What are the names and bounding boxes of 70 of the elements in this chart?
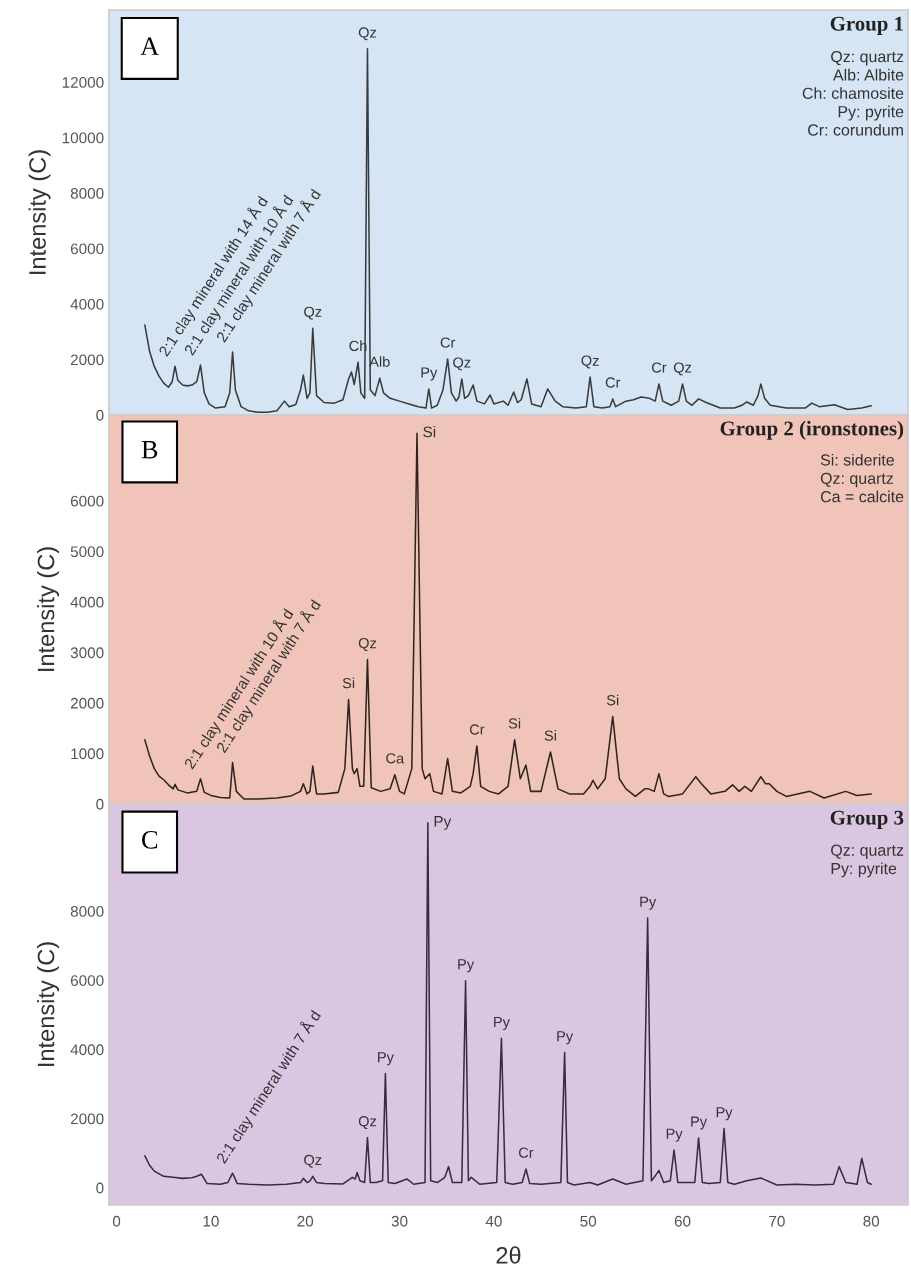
y-tick-label: 0 xyxy=(96,798,104,810)
annotation: Qz xyxy=(304,1154,322,1168)
y-tick-label: 4000 xyxy=(70,1044,104,1056)
y-tick-label: 5000 xyxy=(70,546,104,558)
annotation: Qz xyxy=(304,306,322,320)
annotation: Ca xyxy=(386,753,405,764)
annotation: Qz xyxy=(358,637,377,651)
annotation: Py xyxy=(421,367,438,381)
annotation: Qz: quartz Py: pyrite xyxy=(831,844,904,878)
x-tick-label: 60 xyxy=(674,1215,691,1227)
x-tick-label: 30 xyxy=(391,1215,408,1227)
annotation: Si xyxy=(544,730,556,741)
x-tick-label: 0 xyxy=(112,1215,121,1227)
y-tick-label: 4000 xyxy=(70,596,104,608)
annotation: C xyxy=(142,830,158,849)
annotation: Py xyxy=(557,1031,574,1045)
annotation: A xyxy=(140,37,160,55)
annotation: Py xyxy=(640,896,657,910)
annotation: Py xyxy=(494,1016,510,1031)
annotation: Py xyxy=(378,1052,394,1066)
x-tick-label: 10 xyxy=(203,1215,219,1227)
annotation: Py xyxy=(458,959,475,973)
annotation: Cr xyxy=(519,1147,534,1158)
x-tick-label: 80 xyxy=(863,1215,880,1227)
chart-title: Group 2 (ironstones) xyxy=(720,420,904,440)
y-axis-title: Intensity (C) xyxy=(37,547,60,671)
annotation: Qz xyxy=(358,1116,377,1129)
annotation: Si xyxy=(508,717,521,729)
y-tick-label: 0 xyxy=(96,409,104,421)
annotation: Qz xyxy=(673,362,692,376)
annotation: Py xyxy=(691,1116,708,1130)
x-tick-label: 40 xyxy=(485,1215,502,1227)
y-tick-label: 12000 xyxy=(62,76,104,88)
annotation: Si xyxy=(606,694,619,706)
x-tick-label: 70 xyxy=(769,1215,785,1227)
y-tick-label: 0 xyxy=(96,1182,104,1194)
y-axis-title: Intensity (C) xyxy=(37,942,60,1066)
annotation: B xyxy=(141,441,158,459)
annotation: Cr xyxy=(440,337,456,348)
annotation: Cr xyxy=(605,377,621,388)
y-tick-label: 3000 xyxy=(70,647,104,659)
annotation: Qz xyxy=(581,355,599,369)
y-tick-label: 2000 xyxy=(70,1113,104,1125)
annotation: Qz xyxy=(358,27,377,41)
x-axis-title: 2θ xyxy=(496,1246,521,1264)
x-tick-label: 20 xyxy=(297,1215,314,1227)
annotation: Cr xyxy=(469,724,485,735)
y-tick-label: 1000 xyxy=(71,748,104,760)
annotation: Py xyxy=(666,1128,683,1142)
chart-title: Group 1 xyxy=(830,16,903,35)
y-tick-label: 6000 xyxy=(70,975,104,986)
annotation: Cr xyxy=(652,362,667,373)
y-tick-label: 8000 xyxy=(70,187,104,199)
y-tick-label: 4000 xyxy=(70,298,104,310)
y-tick-label: 8000 xyxy=(70,906,104,917)
annotation: Si: siderite Qz: quartz Ca = calcite xyxy=(820,453,904,503)
annotation: Qz xyxy=(453,357,471,371)
y-tick-label: 6000 xyxy=(70,243,104,255)
annotation: Py xyxy=(434,816,452,830)
y-tick-label: 2000 xyxy=(70,354,104,366)
chart-title: Group 3 xyxy=(830,810,904,829)
y-tick-label: 10000 xyxy=(62,132,104,144)
annotation: Qz: quartz Alb: Albite Ch: chamosite Py: pyrite Cr: corundum xyxy=(802,50,904,136)
annotation: Si xyxy=(423,426,436,438)
y-tick-label: 6000 xyxy=(70,495,104,507)
y-tick-label: 2000 xyxy=(70,697,104,709)
y-axis-title: Intensity (C) xyxy=(28,150,51,274)
x-tick-label: 50 xyxy=(580,1215,597,1227)
annotation: Py xyxy=(716,1107,733,1121)
annotation: Si xyxy=(342,677,355,689)
